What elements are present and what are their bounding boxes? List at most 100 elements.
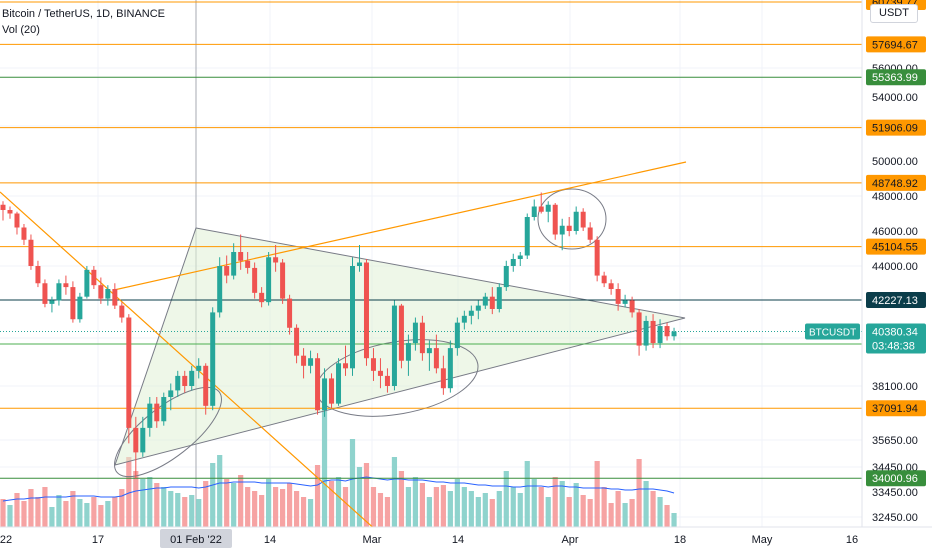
volume-bar [49,507,55,527]
volume-bar [426,497,432,527]
symbol-tag-text: BTCUSDT [809,328,856,339]
candle-body [426,348,432,354]
time-tick-label: 14 [452,534,464,546]
time-tick-label: 01 Feb '22 [170,534,222,546]
candle-body [391,305,397,386]
volume-bar [14,493,20,527]
candle-body [503,266,509,288]
candle-body [398,305,404,361]
symbol-title: Bitcoin / TetherUS, 1D, BINANCE [2,8,166,20]
volume-bar [224,479,230,527]
candle-body [70,287,76,320]
candle-body [384,375,390,386]
candle-body [147,403,153,428]
volume-bar [531,479,537,527]
volume-bar [461,487,467,527]
candle-body [517,255,523,259]
volume-bar [412,477,419,527]
time-tick-label: Mar [363,534,382,546]
volume-bar [510,487,516,527]
candle-body [7,210,13,214]
candle-body [133,427,139,453]
volume-bar [671,513,677,527]
candle-body [363,262,369,359]
volume-bar [419,483,425,527]
volume-bar [98,505,104,527]
volume-bar [252,491,258,527]
candle-body [643,320,649,346]
volume-bar [7,505,13,527]
candle-body [203,365,209,406]
candle-body [419,322,425,354]
trendline-ascending [113,161,687,291]
candle-body [301,355,307,366]
price-tick-label: 35650.00 [872,435,918,447]
price-tick-label: 44000.00 [872,261,918,273]
volume-bar [175,493,181,527]
volume-bar [231,483,237,527]
volume-bar [112,497,118,527]
candle-body [273,257,279,263]
price-tick-label: 38100.00 [872,381,918,393]
candle-body [287,298,293,328]
volume-bar [370,487,377,527]
candle-body [21,227,27,240]
level-price-text: 42227.13 [872,295,918,307]
candle-body [182,375,188,386]
volume-bar [189,495,195,527]
candle-body [245,260,251,268]
volume-bar [503,471,509,527]
time-tick-label: 18 [674,534,686,546]
volume-bar [63,501,69,527]
candle-body [559,225,565,235]
candle-body [510,259,516,266]
candle-body [140,427,146,453]
time-tick-label: 17 [92,534,104,546]
volume-bar [398,471,405,527]
time-tick-label: 14 [264,534,276,546]
volume-bar [286,483,293,527]
candle-body [259,292,265,303]
candle-body [294,327,300,356]
candle-body [126,317,132,428]
level-price-text: 57694.67 [872,39,918,51]
level-price-tag [866,470,926,487]
level-price-text: 48748.92 [872,178,918,190]
candle-body [42,283,48,304]
candle-body [329,378,335,404]
volume-bar [147,477,153,527]
volume-bar [608,503,614,527]
volume-bar [524,461,530,527]
volume-bar [517,493,523,527]
candle-body [629,300,635,313]
volume-bar [280,489,286,527]
volume-bar [482,493,488,527]
volume-bar [433,487,439,527]
volume-bar [643,481,649,527]
time-axis-bg [0,527,932,550]
candle-body [91,269,97,286]
candle-body [601,275,607,284]
candle-body [56,283,62,301]
candle-body [336,363,342,404]
ellipse-annotation [114,386,222,478]
currency-button[interactable]: USDT [870,4,918,23]
candle-body [161,397,167,422]
level-price-text: 55363.99 [872,72,918,84]
candle-body [615,289,621,304]
volume-bar [594,461,600,527]
candle-body [112,289,118,306]
volume-bar [119,489,125,527]
volume-bar [314,465,321,527]
candle-body [77,296,83,320]
volume-bar [321,407,328,527]
time-tick-label: Apr [561,534,578,546]
volume-bar [622,503,628,527]
candle-body [412,322,418,344]
volume-bar [566,497,572,527]
volume-bar [210,463,216,527]
volume-bar [650,491,656,527]
candle-body [315,358,321,411]
volume-bar [168,491,174,527]
